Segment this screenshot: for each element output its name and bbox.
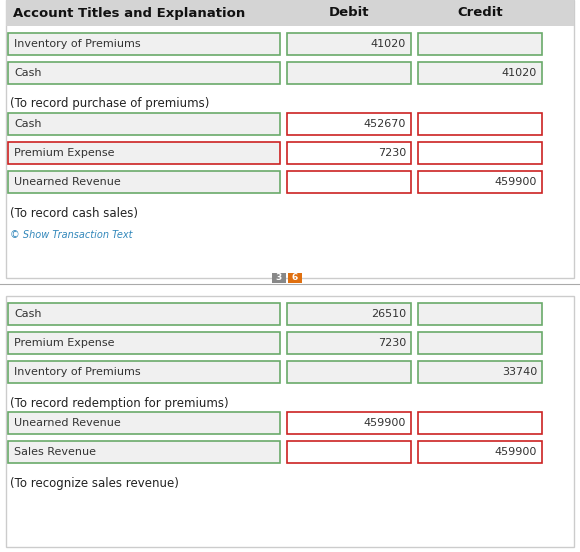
- Text: Account Titles and Explanation: Account Titles and Explanation: [13, 7, 245, 19]
- Text: 7230: 7230: [378, 338, 406, 348]
- Text: Unearned Revenue: Unearned Revenue: [14, 177, 121, 187]
- Text: 3: 3: [276, 273, 282, 283]
- Bar: [287, 113, 411, 135]
- Bar: [8, 303, 280, 325]
- Bar: [8, 361, 280, 383]
- Text: Inventory of Premiums: Inventory of Premiums: [14, 367, 140, 377]
- Bar: [8, 33, 280, 55]
- Bar: [8, 332, 280, 354]
- Text: (To record redemption for premiums): (To record redemption for premiums): [10, 396, 229, 410]
- Bar: [6, 296, 574, 547]
- Text: Debit: Debit: [329, 7, 369, 19]
- Bar: [287, 412, 411, 434]
- Text: © Show Transaction Text: © Show Transaction Text: [10, 230, 132, 240]
- Bar: [418, 33, 542, 55]
- Text: Cash: Cash: [14, 119, 42, 129]
- Bar: [418, 332, 542, 354]
- Text: 33740: 33740: [502, 367, 537, 377]
- Text: (To recognize sales revenue): (To recognize sales revenue): [10, 476, 179, 490]
- Bar: [287, 303, 411, 325]
- Bar: [418, 171, 542, 193]
- Bar: [287, 332, 411, 354]
- Bar: [272, 273, 286, 283]
- Text: Premium Expense: Premium Expense: [14, 338, 114, 348]
- Bar: [418, 441, 542, 463]
- Text: (To record purchase of premiums): (To record purchase of premiums): [10, 98, 209, 110]
- Text: Inventory of Premiums: Inventory of Premiums: [14, 39, 140, 49]
- Bar: [8, 62, 280, 84]
- Bar: [8, 113, 280, 135]
- Bar: [8, 441, 280, 463]
- Text: Premium Expense: Premium Expense: [14, 148, 114, 158]
- Bar: [8, 142, 280, 164]
- Text: (To record cash sales): (To record cash sales): [10, 206, 138, 220]
- Text: 41020: 41020: [371, 39, 406, 49]
- Bar: [8, 412, 280, 434]
- Text: Sales Revenue: Sales Revenue: [14, 447, 96, 457]
- Bar: [418, 361, 542, 383]
- Bar: [287, 361, 411, 383]
- Bar: [6, 0, 574, 278]
- Bar: [288, 273, 302, 283]
- Text: 459900: 459900: [495, 177, 537, 187]
- Text: 452670: 452670: [364, 119, 406, 129]
- Bar: [287, 62, 411, 84]
- Text: Unearned Revenue: Unearned Revenue: [14, 418, 121, 428]
- Bar: [287, 33, 411, 55]
- Bar: [418, 142, 542, 164]
- Bar: [6, 0, 574, 26]
- Bar: [418, 412, 542, 434]
- Text: 7230: 7230: [378, 148, 406, 158]
- Text: Cash: Cash: [14, 309, 42, 319]
- Text: Credit: Credit: [457, 7, 503, 19]
- Text: 41020: 41020: [502, 68, 537, 78]
- Bar: [418, 62, 542, 84]
- Text: 6: 6: [292, 273, 298, 283]
- Bar: [418, 113, 542, 135]
- Bar: [287, 142, 411, 164]
- Text: 26510: 26510: [371, 309, 406, 319]
- Text: 459900: 459900: [495, 447, 537, 457]
- Text: Cash: Cash: [14, 68, 42, 78]
- Bar: [8, 171, 280, 193]
- Text: 459900: 459900: [364, 418, 406, 428]
- Bar: [287, 441, 411, 463]
- Bar: [418, 303, 542, 325]
- Bar: [287, 171, 411, 193]
